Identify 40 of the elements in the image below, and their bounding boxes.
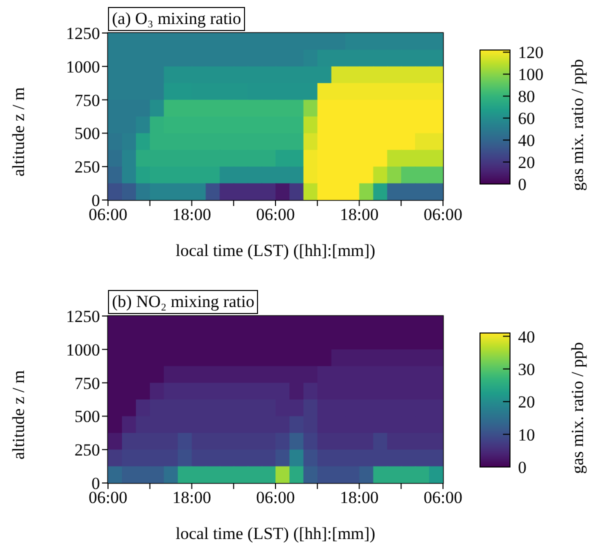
x-tick-label: 06:00	[424, 488, 462, 508]
y-tick-label: 250	[74, 440, 100, 460]
y-tick-label: 750	[74, 374, 100, 393]
color-bar-label: 80	[518, 87, 535, 106]
color-bar-label: 20	[518, 153, 535, 172]
color-bar-label: 30	[518, 360, 535, 379]
x-axis-title: local time (LST) ([hh]:[mm])	[176, 241, 376, 260]
x-tick-label: 06:00	[88, 488, 128, 508]
y-axis-title: altitude z / m	[9, 87, 28, 176]
color-bar-title: gas mix. ratio / ppb	[568, 59, 587, 191]
x-tick-label: 18:00	[172, 205, 212, 224]
color-bar-label: 0	[518, 458, 526, 477]
color-bar-title: gas mix. ratio / ppb	[568, 342, 587, 474]
y-tick-label: 1250	[66, 24, 100, 44]
y-tick-label: 500	[74, 124, 100, 144]
color-bar-label: 40	[518, 131, 535, 150]
chart-title: (b) NO₂ mixing ratio	[108, 290, 258, 314]
color-bar-label: 40	[518, 327, 535, 346]
x-tick-label: 06:00	[256, 488, 295, 508]
color-bar-label: 10	[518, 425, 535, 444]
x-tick-label: 06:00	[424, 205, 462, 224]
color-bar-label: 60	[518, 109, 535, 128]
y-tick-label: 1250	[66, 307, 100, 326]
y-tick-label: 1000	[66, 57, 100, 76]
x-tick-label: 18:00	[340, 205, 379, 224]
x-tick-label: 18:00	[172, 488, 212, 508]
y-axis-title: altitude z / m	[9, 370, 28, 460]
chart-title: (a) O₃ mixing ratio	[108, 7, 246, 31]
x-tick-label: 06:00	[88, 205, 128, 224]
color-bar-label: 100	[518, 65, 544, 84]
color-bar-label: 120	[518, 43, 544, 62]
x-axis-title: local time (LST) ([hh]:[mm])	[176, 524, 376, 543]
x-tick-label: 06:00	[256, 205, 295, 224]
y-tick-label: 500	[74, 407, 100, 426]
x-tick-label: 18:00	[340, 488, 379, 508]
color-bar-label: 20	[518, 392, 535, 412]
color-bar-label: 0	[518, 175, 526, 194]
y-tick-label: 1000	[66, 340, 100, 360]
y-tick-label: 250	[74, 158, 100, 177]
y-tick-label: 750	[74, 90, 100, 110]
